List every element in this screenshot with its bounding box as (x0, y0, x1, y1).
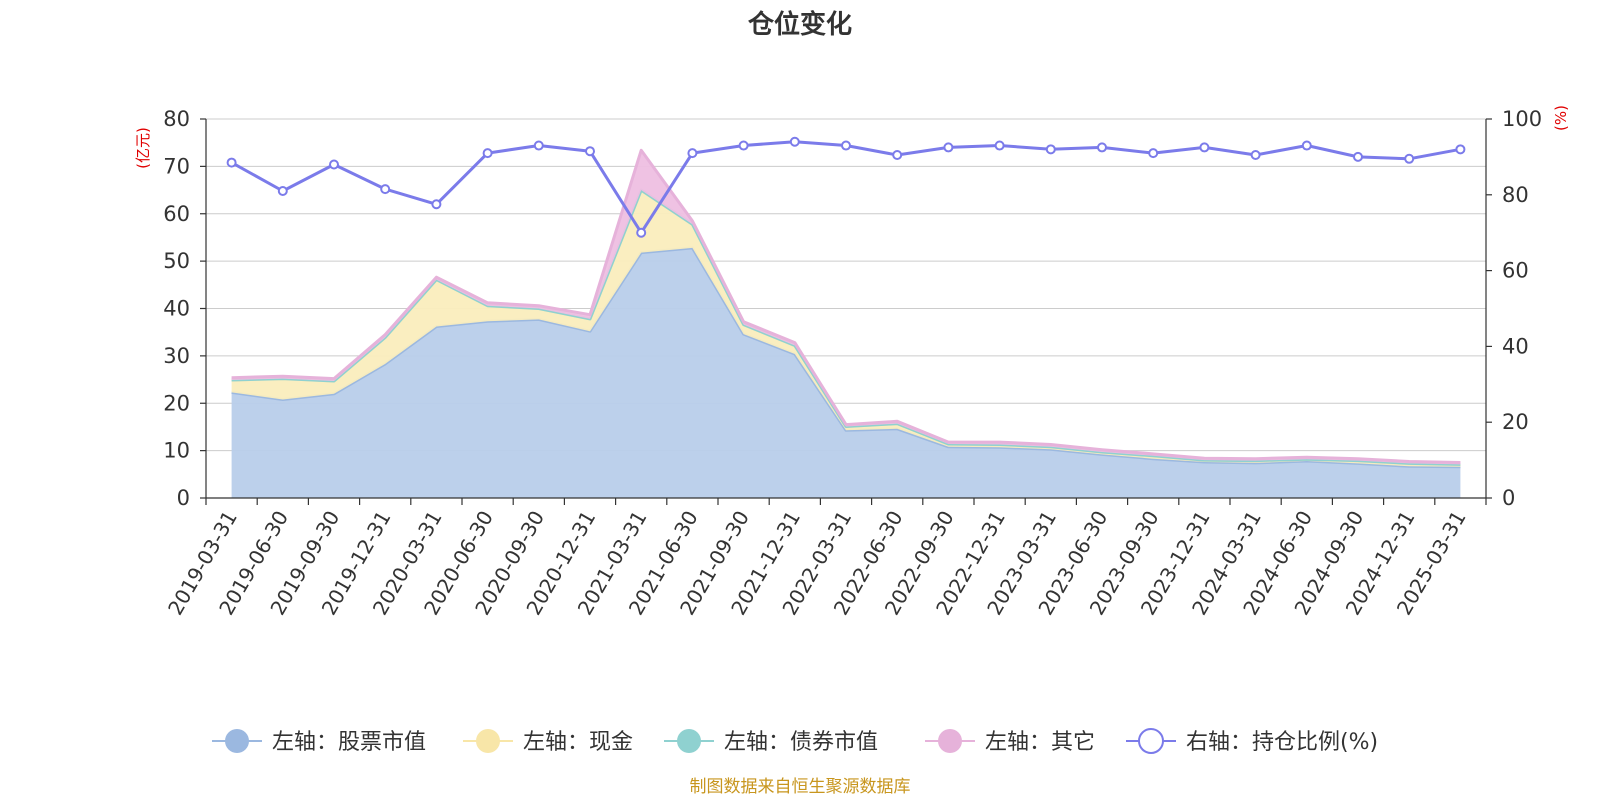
legend-item: 左轴：股票市值 (212, 729, 426, 755)
legend-label: 左轴：债券市值 (724, 730, 878, 755)
ratio-point (687, 148, 698, 159)
ratio-point (1148, 148, 1159, 159)
legend-marker-circle (225, 729, 249, 753)
legend-marker-hollow-circle (1138, 728, 1164, 754)
stacked-areas (231, 148, 1461, 498)
left-y-tick-label: 30 (163, 344, 190, 368)
legend-label: 右轴：持仓比例(%) (1186, 730, 1378, 755)
right-y-tick-label: 40 (1502, 334, 1529, 358)
ratio-point (1404, 153, 1415, 164)
area-series-0 (231, 247, 1461, 498)
left-y-tick-label: 60 (163, 202, 190, 226)
ratio-line-path (230, 140, 1461, 235)
ratio-point (226, 157, 237, 168)
ratio-point (789, 136, 800, 147)
ratio-point (738, 140, 749, 151)
ratio-point (636, 227, 647, 238)
legend: 左轴：股票市值 左轴：现金 左轴：债券市值 左轴：其它 右轴：持仓比例(%) (212, 728, 1378, 755)
ratio-point (1455, 144, 1466, 155)
legend-label: 左轴：股票市值 (272, 730, 426, 755)
ratio-point (1199, 142, 1210, 153)
legend-label: 左轴：其它 (985, 730, 1095, 755)
ratio-point (380, 184, 391, 195)
ratio-point (1045, 144, 1056, 155)
legend-item: 左轴：现金 (463, 729, 633, 755)
left-y-tick-label: 50 (163, 249, 190, 273)
ratio-line (226, 136, 1466, 238)
left-axis-unit: (亿元) (134, 127, 152, 169)
ratio-point (892, 150, 903, 161)
ratio-point (329, 159, 339, 170)
right-y-tick-label: 100 (1502, 107, 1542, 131)
area-series-line-3 (231, 148, 1461, 464)
ratio-point (1250, 150, 1261, 161)
legend-label: 左轴：现金 (523, 730, 633, 755)
ratio-point (1097, 142, 1107, 153)
right-y-tick-label: 80 (1502, 183, 1529, 207)
legend-item: 左轴：债券市值 (664, 729, 878, 755)
right-axis-unit: (%) (1552, 105, 1570, 131)
chart-title: 仓位变化 (747, 9, 852, 40)
ratio-point (431, 199, 442, 210)
ratio-point (1353, 151, 1363, 162)
ratio-point (585, 146, 595, 157)
left-y-tick-label: 70 (163, 154, 190, 178)
left-y-tick-label: 10 (163, 439, 190, 463)
ratio-point (994, 140, 1005, 151)
right-y-tick-label: 20 (1502, 410, 1529, 434)
legend-marker-circle (938, 729, 962, 753)
legend-marker-circle (476, 729, 500, 753)
ratio-point (277, 186, 288, 197)
data-source-note: 制图数据来自恒生聚源数据库 (690, 777, 911, 797)
legend-item: 左轴：其它 (925, 729, 1095, 755)
left-y-tick-label: 20 (163, 391, 190, 415)
ratio-point (1301, 140, 1312, 151)
right-y-tick-label: 0 (1502, 486, 1515, 510)
ratio-point (482, 148, 493, 159)
right-y-tick-label: 60 (1502, 259, 1529, 283)
left-y-tick-label: 40 (163, 297, 190, 321)
left-y-tick-label: 0 (177, 486, 190, 510)
legend-marker-circle (677, 729, 701, 753)
left-y-tick-label: 80 (163, 107, 190, 131)
ratio-point (841, 140, 851, 151)
legend-item: 右轴：持仓比例(%) (1126, 728, 1378, 755)
ratio-point (533, 140, 544, 151)
ratio-point (943, 142, 954, 153)
